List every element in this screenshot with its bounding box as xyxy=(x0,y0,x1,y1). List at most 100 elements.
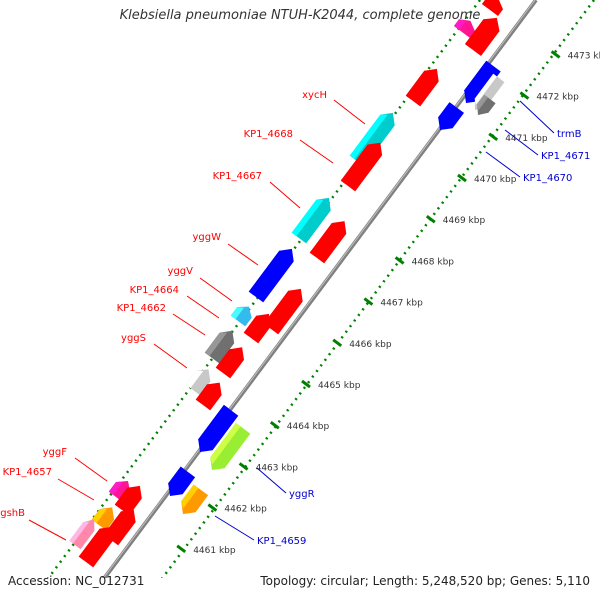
genome-title: Klebsiella pneumoniae NTUH-K2044, comple… xyxy=(119,8,481,23)
feature-forward-5[interactable] xyxy=(349,112,395,167)
feature-forward-3-highlight xyxy=(465,19,492,48)
gene-label-gshb[interactable]: gshB xyxy=(0,508,25,519)
leader-line-yggv xyxy=(199,277,233,302)
ruler-label-4466-kbp: 4466 kbp xyxy=(349,340,392,350)
ruler-tick xyxy=(176,544,187,553)
gene-label-kp1-4662[interactable]: KP1_4662 xyxy=(117,303,166,314)
leader-line-kp1-4659 xyxy=(214,515,255,541)
feature-forward-12[interactable] xyxy=(230,306,252,327)
feature-forward-8-body xyxy=(291,197,331,244)
ruler-label-4464-kbp: 4464 kbp xyxy=(287,422,330,432)
gene-label-kp1-4659[interactable]: KP1_4659 xyxy=(257,536,306,547)
leader-line-xych xyxy=(333,99,366,125)
feature-forward-6[interactable] xyxy=(340,142,383,192)
gene-labels-layer: xycH KP1_4668 KP1_4667 yggW yggV KP1_4664 KP1_… xyxy=(0,90,590,547)
feature-forward-17[interactable] xyxy=(195,382,222,411)
feature-forward-2[interactable] xyxy=(454,19,475,38)
gene-label-kp1-4657[interactable]: KP1_4657 xyxy=(3,467,52,478)
feature-reverse-6-body xyxy=(210,422,251,470)
gene-label-kp1-4670[interactable]: KP1_4670 xyxy=(523,173,572,184)
leader-line-kp1-4662 xyxy=(172,313,206,336)
feature-forward-14-highlight xyxy=(204,332,228,357)
leader-line-gshb xyxy=(28,519,67,541)
feature-reverse-8[interactable] xyxy=(181,484,209,514)
feature-forward-19[interactable] xyxy=(114,485,142,516)
feature-forward-3-body xyxy=(465,17,500,56)
feature-forward-3[interactable] xyxy=(465,17,500,56)
feature-reverse-7[interactable] xyxy=(168,466,196,496)
feature-forward-9[interactable] xyxy=(309,221,347,264)
feature-reverse-5[interactable] xyxy=(198,404,239,452)
gene-label-trmb[interactable]: trmB xyxy=(557,129,582,140)
feature-forward-23[interactable] xyxy=(78,526,115,568)
feature-forward-11-highlight xyxy=(263,290,296,328)
feature-reverse-5-body xyxy=(198,404,239,452)
feature-forward-5-body xyxy=(349,112,395,167)
leader-line-yggr xyxy=(256,467,287,494)
feature-forward-14[interactable] xyxy=(204,330,235,364)
feature-forward-10[interactable] xyxy=(248,248,294,303)
feature-reverse-2-highlight xyxy=(464,60,491,98)
ruler-tick xyxy=(238,462,249,471)
ruler-label-4471-kbp: 4471 kbp xyxy=(505,134,548,144)
gene-label-yggv[interactable]: yggV xyxy=(168,266,194,277)
leader-line-kp1-4671 xyxy=(504,129,539,156)
gene-label-kp1-4671[interactable]: KP1_4671 xyxy=(541,151,590,162)
leader-line-kp1-4667 xyxy=(269,181,301,209)
feature-reverse-4[interactable] xyxy=(477,94,496,115)
gene-label-kp1-4667[interactable]: KP1_4667 xyxy=(213,171,262,182)
feature-forward-20-highlight xyxy=(91,509,107,524)
feature-reverse-1[interactable] xyxy=(438,102,464,130)
leader-line-kp1-4657 xyxy=(57,478,95,501)
feature-forward-15[interactable] xyxy=(215,347,244,379)
topology-text: Topology: circular; Length: 5,248,520 bp… xyxy=(260,574,590,588)
feature-forward-11-body xyxy=(263,288,303,335)
leader-line-kp1-4668 xyxy=(299,139,334,164)
feature-forward-11[interactable] xyxy=(263,288,303,335)
feature-forward-15-body xyxy=(215,347,244,379)
feature-forward-9-highlight xyxy=(309,222,340,257)
feature-reverse-2[interactable] xyxy=(464,60,501,103)
ruler-label-4465-kbp: 4465 kbp xyxy=(318,381,361,391)
feature-forward-8[interactable] xyxy=(291,197,331,244)
ruler-label-4463-kbp: 4463 kbp xyxy=(256,463,299,473)
gene-label-kp1-4668[interactable]: KP1_4668 xyxy=(244,129,293,140)
feature-forward-13[interactable] xyxy=(243,313,271,344)
accession-text: Accession: NC_012731 xyxy=(8,574,145,588)
feature-reverse-5-highlight xyxy=(198,404,229,447)
feature-forward-6-body xyxy=(340,142,383,192)
genome-backbone xyxy=(101,0,538,578)
feature-forward-13-body xyxy=(243,313,271,344)
feature-forward-2-highlight xyxy=(454,19,466,30)
feature-forward-1-highlight xyxy=(482,0,494,8)
feature-forward-15-highlight xyxy=(215,349,237,372)
feature-reverse-4-highlight xyxy=(477,94,488,111)
feature-forward-22[interactable] xyxy=(69,519,95,550)
gene-label-yggs[interactable]: yggS xyxy=(121,333,146,344)
feature-reverse-7-body xyxy=(168,466,196,496)
feature-reverse-6[interactable] xyxy=(210,422,251,470)
feature-forward-7[interactable] xyxy=(405,68,439,107)
gene-label-xych[interactable]: xycH xyxy=(302,90,327,101)
feature-reverse-3-highlight xyxy=(474,73,497,105)
ruler-tick xyxy=(146,587,154,593)
feature-reverse-8-highlight xyxy=(181,484,199,509)
leader-line-trmb xyxy=(519,100,555,134)
leader-line-kp1-4670 xyxy=(485,151,521,178)
ruler-label-4467-kbp: 4467 kbp xyxy=(380,299,423,309)
ruler-label-4462-kbp: 4462 kbp xyxy=(224,505,267,515)
ruler-dotted-line xyxy=(160,0,596,578)
gene-label-kp1-4664[interactable]: KP1_4664 xyxy=(130,285,179,296)
gene-label-yggr[interactable]: yggR xyxy=(289,489,315,500)
feature-forward-20[interactable] xyxy=(91,507,115,531)
gene-label-yggw[interactable]: yggW xyxy=(192,232,221,243)
feature-forward-1[interactable] xyxy=(482,0,503,16)
feature-forward-18-highlight xyxy=(108,482,123,496)
genome-backbone-highlight xyxy=(102,0,536,578)
gene-label-yggf[interactable]: yggF xyxy=(43,447,68,458)
feature-forward-10-highlight xyxy=(248,250,287,296)
feature-forward-17-body xyxy=(195,382,222,411)
ruler-label-4470-kbp: 4470 kbp xyxy=(474,175,517,185)
ruler-tick xyxy=(550,50,561,59)
